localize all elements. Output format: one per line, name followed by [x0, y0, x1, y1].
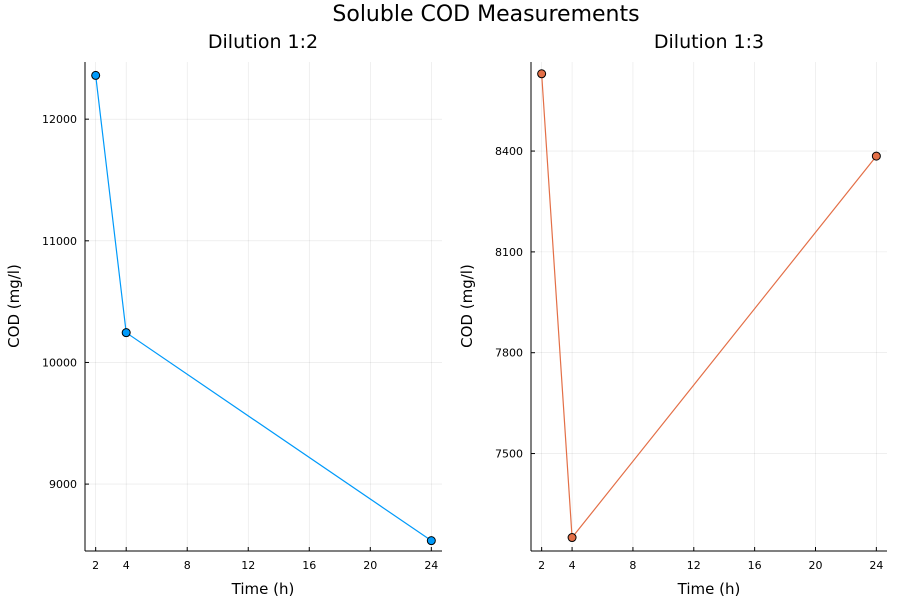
data-point — [121, 328, 131, 338]
subplot-title: Dilution 1:2 — [208, 31, 318, 53]
data-point — [537, 69, 547, 79]
x-tick-label: 8 — [184, 559, 191, 572]
y-axis-label: COD (mg/l) — [458, 264, 476, 348]
x-tick-label: 20 — [363, 559, 377, 572]
x-axis-label: Time (h) — [677, 580, 741, 598]
y-tick-label: 9000 — [49, 478, 77, 491]
data-point — [871, 151, 881, 161]
x-tick-label: 12 — [687, 559, 701, 572]
subplot-title: Dilution 1:3 — [654, 31, 764, 53]
data-point — [91, 70, 101, 80]
y-tick-label: 10000 — [42, 356, 77, 369]
x-tick-label: 16 — [748, 559, 762, 572]
y-tick-label: 11000 — [42, 235, 77, 248]
y-tick-label: 8400 — [495, 145, 523, 158]
subplot-dilution-1-2: Dilution 1:2 Time (h) COD (mg/l) 2 4 8 12 16… — [5, 31, 442, 598]
series-line — [95, 75, 432, 542]
subplot-dilution-1-3: Dilution 1:3 Time (h) COD (mg/l) 2 4 8 12 16… — [458, 31, 887, 598]
x-axis-label: Time (h) — [231, 580, 295, 598]
x-tick-label: 4 — [123, 559, 130, 572]
figure-title: Soluble COD Measurements — [332, 2, 639, 27]
x-tick-label: 8 — [629, 559, 636, 572]
x-tick-label: 2 — [538, 559, 545, 572]
x-tick-label: 20 — [808, 559, 822, 572]
y-axis-label: COD (mg/l) — [5, 264, 23, 348]
y-tick-label: 7500 — [495, 448, 523, 461]
data-point — [567, 533, 577, 543]
y-tick-label: 7800 — [495, 347, 523, 360]
x-tick-label: 16 — [302, 559, 316, 572]
y-tick-label: 12000 — [42, 113, 77, 126]
data-point — [426, 536, 436, 546]
x-tick-label: 4 — [569, 559, 576, 572]
series-line — [541, 73, 877, 540]
x-tick-label: 2 — [92, 559, 99, 572]
x-tick-label: 24 — [424, 559, 438, 572]
x-tick-label: 12 — [241, 559, 255, 572]
x-tick-label: 24 — [869, 559, 883, 572]
y-tick-label: 8100 — [495, 246, 523, 259]
